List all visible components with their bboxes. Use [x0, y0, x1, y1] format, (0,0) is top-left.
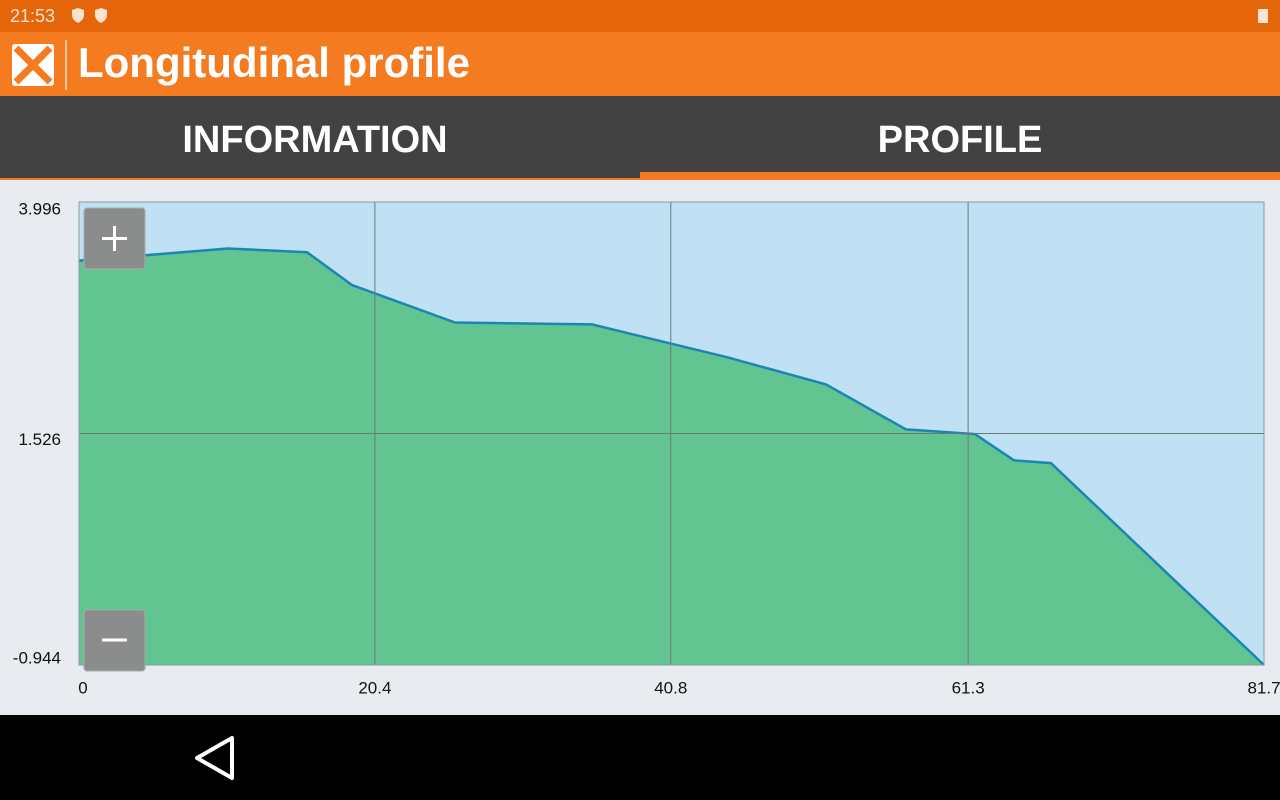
- zoom-in-button[interactable]: [83, 207, 146, 270]
- tab-indicator: [640, 172, 1280, 180]
- tab-profile[interactable]: PROFILE: [878, 119, 1043, 161]
- app-bar: [0, 32, 1280, 96]
- status-time: 21:53: [10, 6, 55, 26]
- x-tick-label: 61.3: [952, 678, 985, 697]
- zoom-out-button[interactable]: [83, 609, 146, 672]
- tab-bar: [0, 96, 1280, 180]
- tab-border: [0, 178, 640, 180]
- back-button[interactable]: [195, 736, 234, 780]
- x-tick-label: 81.7: [1247, 678, 1280, 697]
- tab-information[interactable]: INFORMATION: [182, 119, 447, 161]
- app-logo-mark: [13, 45, 53, 85]
- y-tick-label: -0.944: [13, 648, 61, 667]
- nav-bar: [0, 715, 1280, 800]
- battery-icon: [1258, 9, 1268, 23]
- y-tick-label: 3.996: [18, 199, 61, 218]
- profile-line: [78, 247, 1265, 666]
- status-bar: [0, 0, 1280, 32]
- app-title: Longitudinal profile: [78, 39, 470, 86]
- x-tick-label: 40.8: [654, 678, 687, 697]
- x-tick-label: 20.4: [358, 678, 391, 697]
- x-tick-label: 0: [78, 678, 87, 697]
- y-tick-label: 1.526: [18, 430, 61, 449]
- status-icons: [72, 8, 107, 23]
- zoom-in-icon: [102, 226, 127, 251]
- plot-border: [78, 201, 1265, 666]
- chart: 0 20.4 40.8 61.3 81.7 -0.944 1.526 3.996: [13, 199, 1280, 697]
